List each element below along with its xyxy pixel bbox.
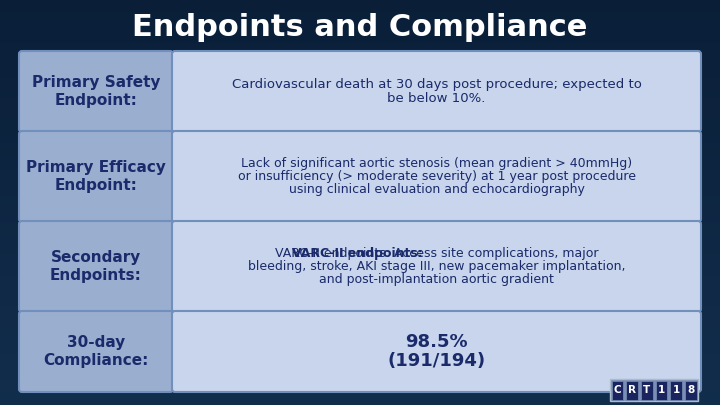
- FancyBboxPatch shape: [685, 381, 696, 399]
- Text: using clinical evaluation and echocardiography: using clinical evaluation and echocardio…: [289, 183, 585, 196]
- Text: (191/194): (191/194): [387, 352, 485, 370]
- FancyBboxPatch shape: [19, 51, 173, 132]
- Text: R: R: [628, 385, 636, 395]
- FancyBboxPatch shape: [641, 381, 652, 399]
- Text: 1: 1: [657, 385, 665, 395]
- Text: 8: 8: [687, 385, 694, 395]
- Text: bleeding, stroke, AKI stage III, new pacemaker implantation,: bleeding, stroke, AKI stage III, new pac…: [248, 260, 625, 273]
- Text: 1: 1: [672, 385, 680, 395]
- Text: or insufficiency (> moderate severity) at 1 year post procedure: or insufficiency (> moderate severity) a…: [238, 170, 636, 183]
- FancyBboxPatch shape: [655, 381, 667, 399]
- Text: Endpoints and Compliance: Endpoints and Compliance: [132, 13, 588, 41]
- Text: Primary Safety
Endpoint:: Primary Safety Endpoint:: [32, 75, 161, 108]
- Text: Lack of significant aortic stenosis (mean gradient > 40mmHg): Lack of significant aortic stenosis (mea…: [241, 157, 632, 170]
- Text: 30-day
Compliance:: 30-day Compliance:: [43, 335, 149, 368]
- Text: Secondary
Endpoints:: Secondary Endpoints:: [50, 250, 142, 283]
- FancyBboxPatch shape: [19, 311, 173, 392]
- Text: VARC-II endpoints:: VARC-II endpoints:: [292, 247, 423, 260]
- FancyBboxPatch shape: [172, 221, 701, 312]
- Text: 98.5%: 98.5%: [405, 333, 468, 351]
- Text: VARC-II endpoints: Access site complications, major: VARC-II endpoints: Access site complicat…: [275, 247, 598, 260]
- FancyBboxPatch shape: [19, 131, 173, 222]
- FancyBboxPatch shape: [19, 221, 173, 312]
- FancyBboxPatch shape: [172, 131, 701, 222]
- FancyBboxPatch shape: [626, 381, 638, 399]
- Text: and post-implantation aortic gradient: and post-implantation aortic gradient: [319, 273, 554, 286]
- Text: Cardiovascular death at 30 days post procedure; expected to: Cardiovascular death at 30 days post pro…: [232, 78, 642, 91]
- Text: T: T: [643, 385, 650, 395]
- Text: C: C: [613, 385, 621, 395]
- Text: be below 10%.: be below 10%.: [387, 92, 486, 105]
- Text: Primary Efficacy
Endpoint:: Primary Efficacy Endpoint:: [26, 160, 166, 193]
- FancyBboxPatch shape: [610, 379, 698, 401]
- FancyBboxPatch shape: [611, 381, 624, 399]
- FancyBboxPatch shape: [670, 381, 682, 399]
- FancyBboxPatch shape: [172, 311, 701, 392]
- FancyBboxPatch shape: [172, 51, 701, 132]
